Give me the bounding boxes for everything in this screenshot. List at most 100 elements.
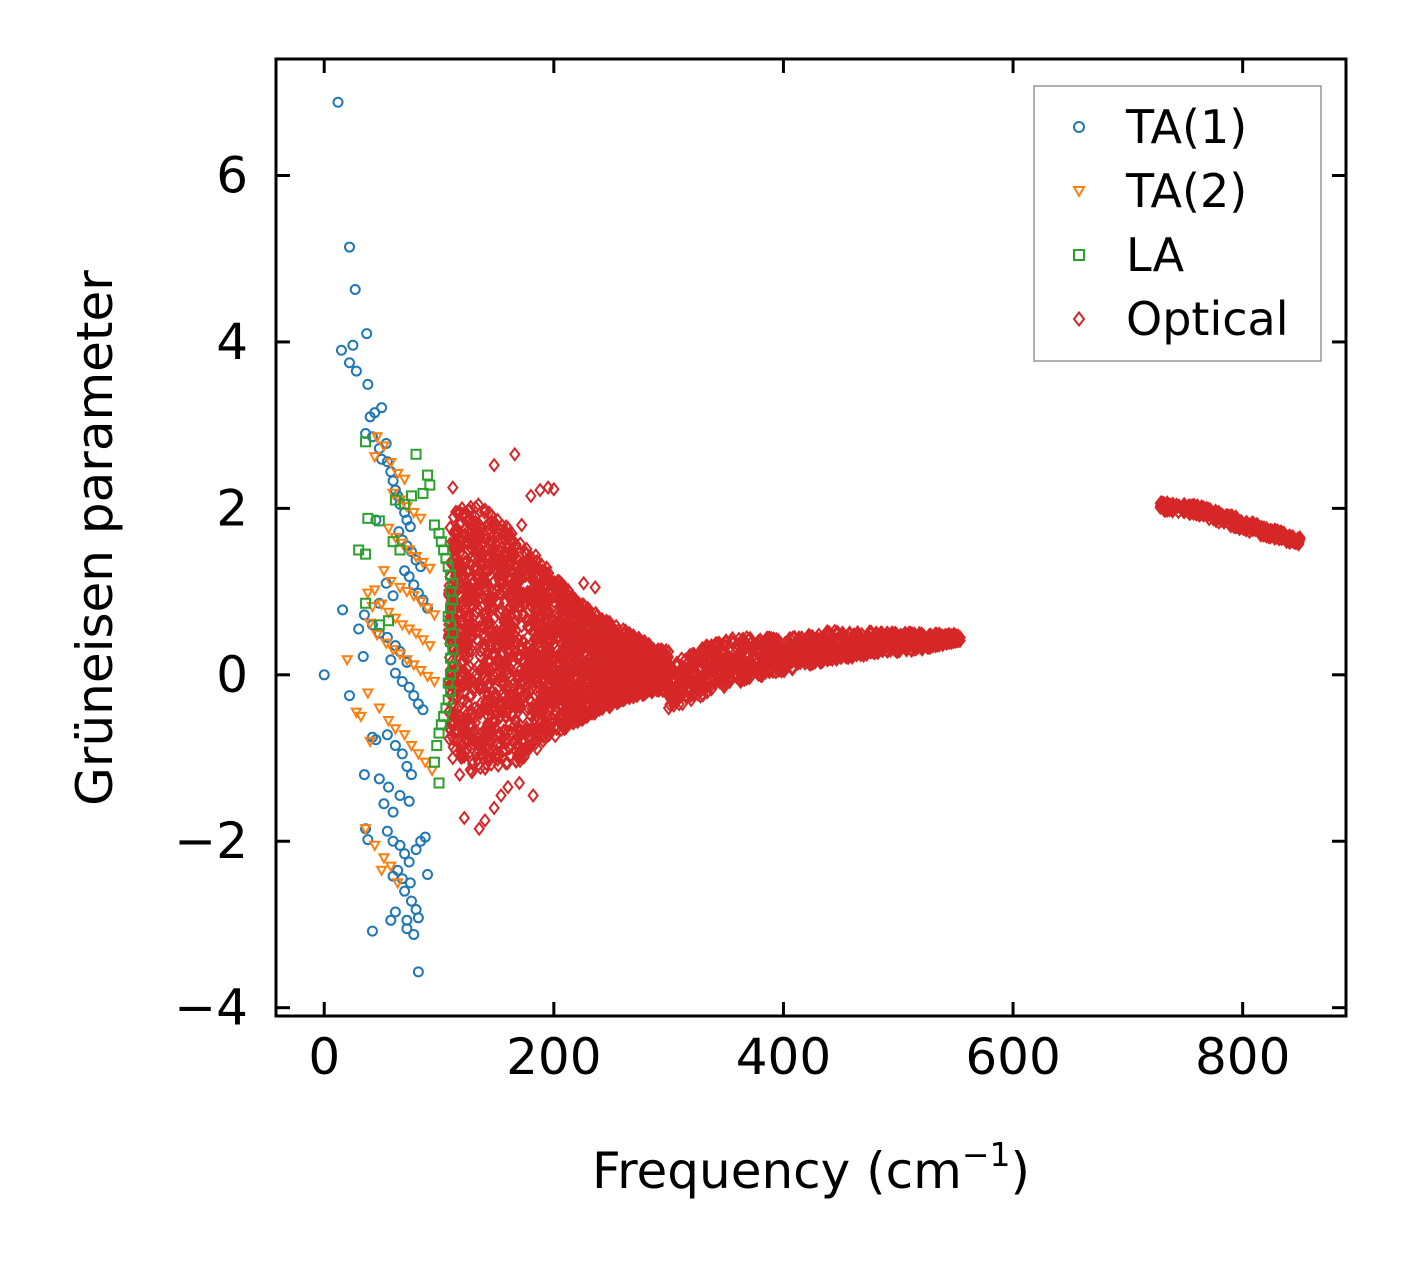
optical-point: [518, 724, 530, 740]
data-point: [376, 402, 388, 414]
optical-point: [529, 599, 542, 615]
optical-point: [596, 679, 608, 695]
y-tick-label: −4: [174, 979, 248, 1037]
optical-point: [677, 661, 689, 677]
data-point: [375, 865, 388, 877]
optical-point: [631, 684, 644, 700]
optical-point: [707, 656, 720, 672]
optical-point: [505, 617, 518, 633]
optical-point: [653, 652, 666, 668]
data-point: [421, 603, 434, 615]
data-point: [404, 877, 416, 889]
optical-point: [504, 528, 517, 543]
optical-point: [577, 607, 589, 623]
data-point: [488, 457, 500, 473]
x-tick-label: 0: [308, 1028, 340, 1086]
optical-point: [508, 616, 520, 632]
optical-point: [522, 666, 535, 682]
optical-point: [499, 722, 512, 738]
data-point: [447, 480, 459, 496]
optical-point: [448, 540, 460, 556]
optical-point: [587, 626, 599, 642]
data-point: [492, 521, 505, 537]
optical-point: [489, 695, 501, 711]
optical-point: [530, 548, 542, 564]
optical-point: [464, 762, 477, 778]
optical-point: [1255, 527, 1267, 543]
optical-point: [601, 695, 613, 711]
data-point: [403, 795, 415, 807]
optical-point: [587, 654, 600, 670]
optical-point: [590, 663, 602, 679]
data-point: [396, 538, 409, 550]
optical-point: [497, 723, 510, 739]
optical-point: [450, 625, 463, 641]
legend-marker: [1073, 249, 1085, 261]
data-point: [396, 748, 408, 760]
optical-point: [632, 660, 645, 676]
data-point: [370, 432, 384, 444]
data-point: [366, 925, 378, 937]
optical-point: [524, 651, 536, 667]
optical-point: [696, 640, 709, 656]
optical-point: [535, 720, 548, 736]
optical-point: [462, 563, 475, 579]
optical-point: [489, 669, 501, 685]
optical-point: [815, 652, 828, 668]
optical-point: [486, 631, 498, 647]
optical-point: [952, 631, 964, 647]
data-point: [405, 769, 417, 781]
optical-point: [447, 642, 459, 658]
optical-point: [807, 656, 819, 672]
optical-point: [532, 684, 544, 700]
data-point: [384, 861, 398, 873]
optical-point: [1257, 527, 1269, 543]
optical-point: [469, 514, 482, 530]
optical-point: [769, 648, 781, 664]
optical-point: [472, 592, 484, 608]
optical-point: [481, 718, 494, 734]
optical-point: [1266, 527, 1279, 543]
optical-point: [909, 640, 922, 656]
data-point: [368, 840, 381, 852]
data-point: [419, 831, 431, 843]
data-point: [502, 779, 514, 795]
optical-point: [444, 536, 456, 552]
optical-point: [459, 599, 472, 615]
legend-marker: [1072, 310, 1086, 328]
optical-point: [506, 707, 519, 723]
optical-point: [760, 631, 772, 647]
data-point: [359, 824, 372, 836]
legend-entry: LA: [1073, 228, 1185, 282]
optical-point: [478, 574, 491, 590]
data-point: [410, 448, 422, 460]
optical-point: [517, 664, 530, 680]
optical-point: [732, 655, 745, 671]
optical-point: [456, 663, 469, 679]
y-tick-label: 6: [216, 147, 248, 205]
optical-point: [466, 709, 479, 725]
optical-point: [472, 497, 485, 513]
data-point: [370, 734, 382, 746]
optical-point: [506, 549, 519, 565]
optical-point: [478, 504, 491, 520]
optical-point: [577, 662, 589, 678]
optical-point: [690, 667, 702, 683]
data-point: [384, 458, 398, 470]
legend-label: TA(1): [1125, 100, 1247, 154]
data-point: [417, 704, 429, 716]
optical-point: [663, 665, 676, 681]
data-point: [404, 521, 416, 533]
optical-point: [509, 635, 521, 651]
data-point: [386, 488, 400, 500]
optical-point: [544, 573, 557, 589]
data-point: [473, 821, 485, 837]
legend-marker: [1073, 121, 1085, 133]
data-point: [385, 914, 397, 926]
y-axis-label: Grüneisen parameter: [66, 270, 124, 806]
optical-point: [517, 590, 530, 606]
optical-point: [701, 678, 714, 694]
optical-point: [948, 631, 961, 647]
optical-point: [505, 697, 518, 713]
data-point: [433, 727, 445, 739]
